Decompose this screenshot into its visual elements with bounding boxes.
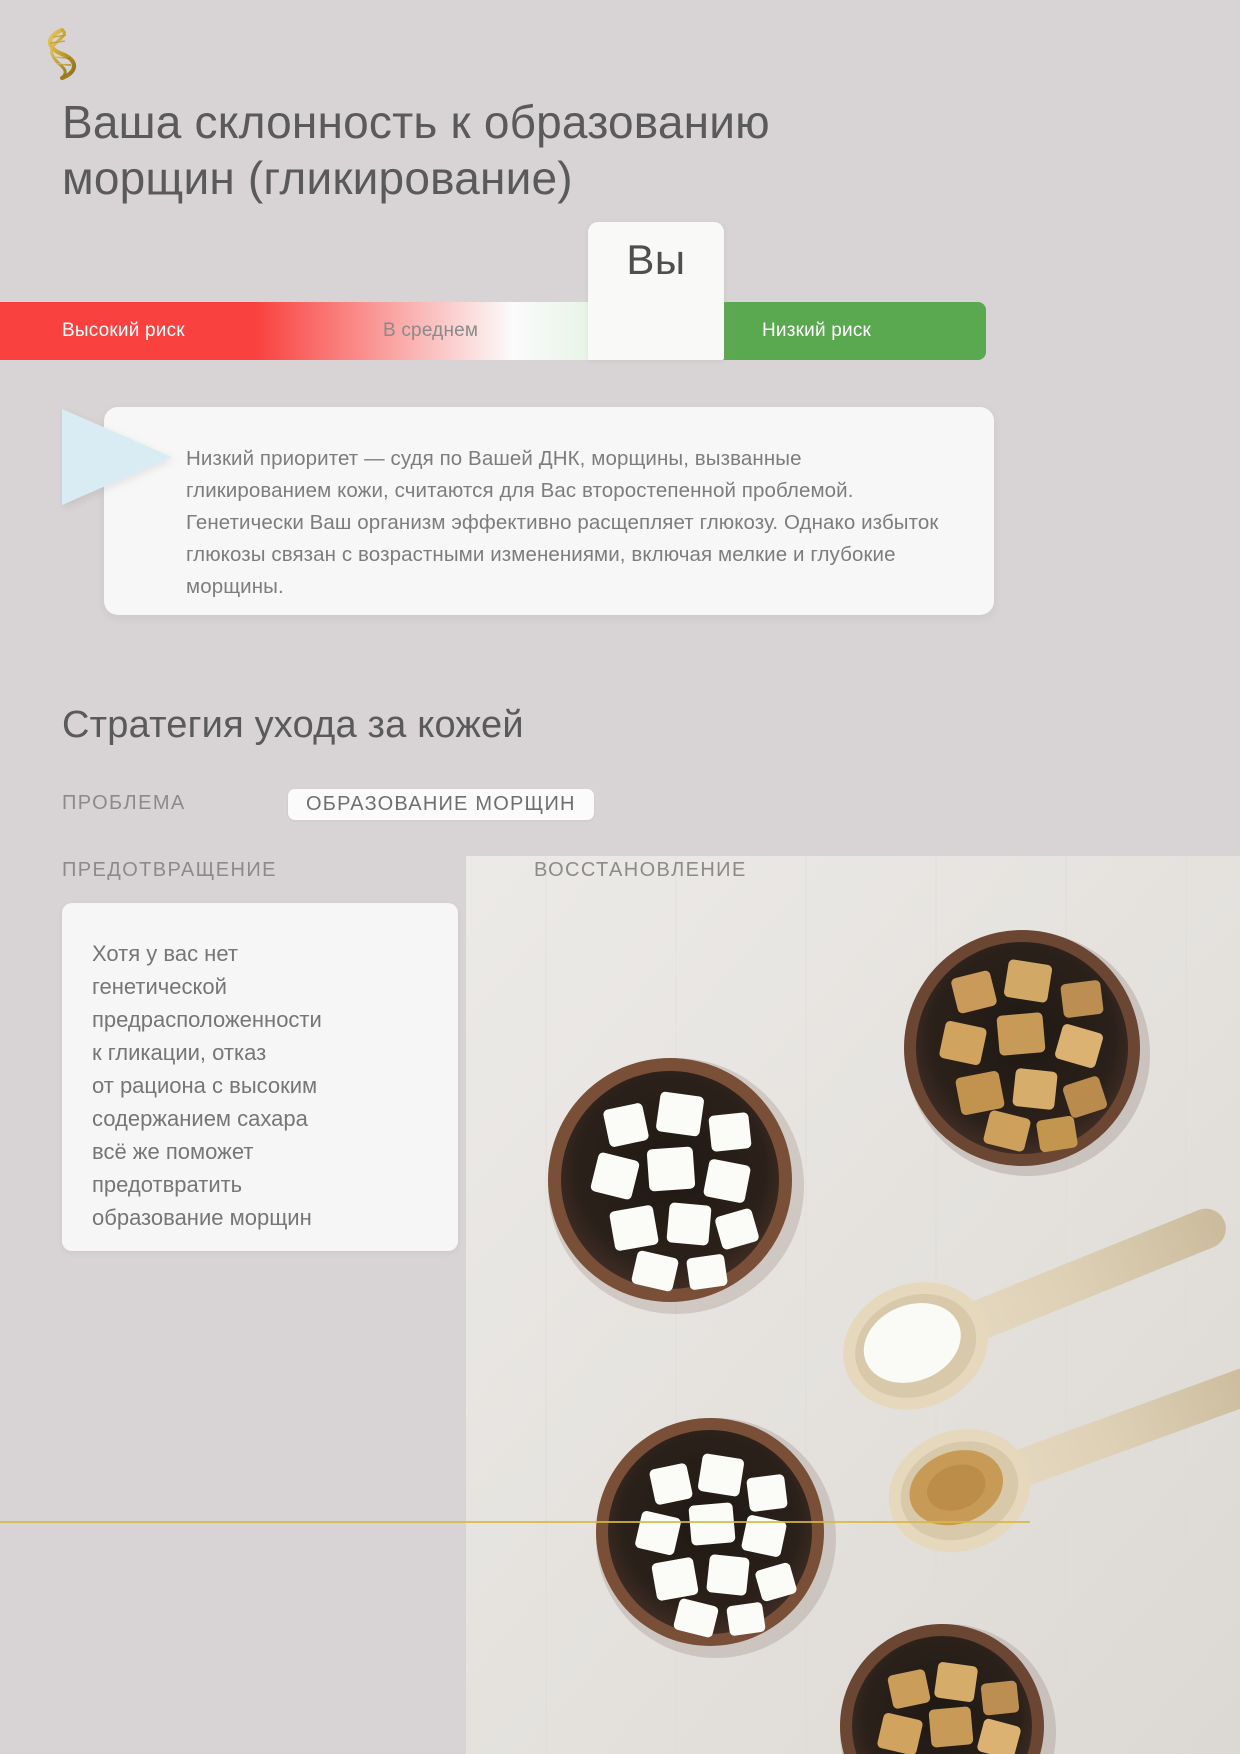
- prevention-label: ПРЕДОТВРАЩЕНИЕ: [62, 859, 277, 881]
- prevention-text: Хотя у вас нет генетической предрасполож…: [92, 941, 322, 1230]
- risk-label-low: Низкий риск: [762, 320, 872, 341]
- dna-helix-icon: [36, 24, 78, 86]
- restoration-label: ВОССТАНОВЛЕНИЕ: [534, 859, 747, 881]
- sugar-photo: [466, 856, 1240, 1754]
- prevention-card: [62, 903, 458, 1251]
- summary-card: [104, 407, 994, 615]
- risk-label-high: Высокий риск: [62, 320, 185, 341]
- strategy-section-title: Стратегия ухода за кожей: [62, 704, 524, 746]
- risk-label-middle: В среднем: [383, 320, 479, 341]
- problem-badge: ОБРАЗОВАНИЕ МОРЩИН: [288, 789, 594, 820]
- summary-text: Низкий приоритет — судя по Вашей ДНК, мо…: [186, 447, 939, 598]
- you-marker-label: Вы: [626, 236, 686, 283]
- risk-scale: Высокий риск В среднем Низкий риск: [0, 302, 986, 360]
- callout-pointer-icon: [62, 409, 172, 505]
- page-title: Ваша склонность к образованию морщин (гл…: [62, 96, 770, 205]
- gold-divider: [0, 1521, 1030, 1523]
- problem-label: ПРОБЛЕМА: [62, 792, 186, 814]
- risk-gradient-bar: [0, 302, 986, 360]
- you-marker: Вы: [588, 222, 724, 360]
